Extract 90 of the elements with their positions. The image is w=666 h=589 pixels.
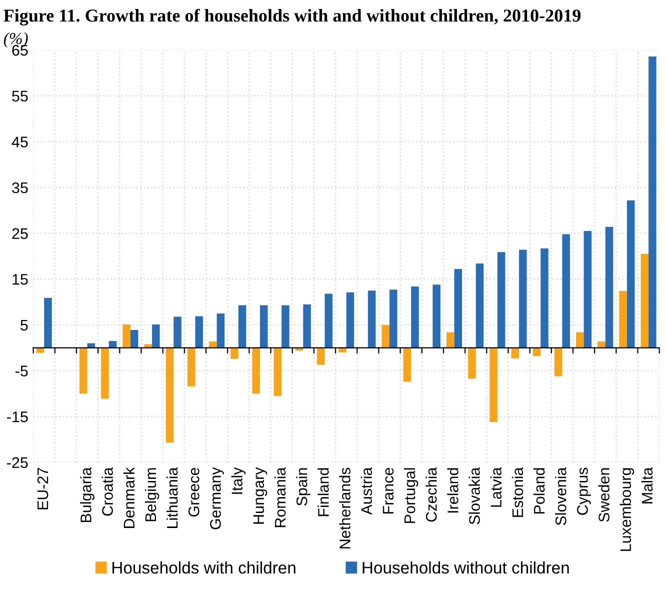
- bar: [389, 290, 398, 348]
- bar: [187, 348, 196, 386]
- x-tick-label: Cyprus: [577, 468, 591, 515]
- y-tick-label: -15: [7, 412, 28, 422]
- bar: [619, 291, 627, 348]
- bar: [260, 305, 268, 348]
- bar: [303, 304, 311, 348]
- bar: [216, 313, 225, 348]
- bar: [382, 324, 390, 348]
- x-tick-label: Malta: [641, 467, 653, 504]
- bar: [282, 305, 290, 348]
- bar: [324, 294, 333, 348]
- x-tick-label: Italy: [231, 467, 246, 494]
- y-tick-label: -5: [16, 366, 28, 376]
- bar: [476, 264, 484, 348]
- bar: [230, 348, 238, 359]
- y-tick-label: 45: [12, 136, 28, 148]
- bar: [130, 330, 138, 348]
- x-tick-label: Germany: [210, 467, 224, 530]
- x-tick-label: Sweden: [598, 468, 610, 522]
- x-tick-label: Estonia: [512, 467, 524, 517]
- x-tick-label: Ireland: [447, 468, 458, 513]
- bar: [368, 290, 376, 348]
- bar: [238, 305, 246, 348]
- y-tick-label: -25: [7, 457, 28, 468]
- bar: [411, 286, 419, 348]
- x-tick-label: Croatia: [102, 467, 113, 516]
- y-tick-label: 35: [12, 182, 28, 194]
- bar: [446, 332, 454, 348]
- bar: [519, 250, 527, 348]
- x-tick-label: Lithuania: [166, 467, 178, 528]
- bar: [562, 234, 570, 348]
- x-tick-label: Spain: [296, 468, 310, 506]
- bar: [101, 348, 109, 399]
- bar: [468, 348, 476, 379]
- bar: [511, 348, 520, 358]
- x-tick-label: Greece: [188, 468, 200, 517]
- x-tick-label: Hungary: [253, 467, 268, 524]
- x-tick-label: Portugal: [404, 468, 418, 523]
- x-tick-label: Netherlands: [339, 468, 350, 548]
- bar: [432, 284, 440, 348]
- bar: [152, 324, 160, 348]
- bar: [648, 56, 656, 348]
- x-tick-label: Latvia: [490, 467, 502, 507]
- x-tick-label: Luxembourg: [620, 468, 634, 551]
- bar: [44, 298, 52, 348]
- bar: [576, 332, 584, 348]
- x-tick-label: Romania: [274, 467, 286, 528]
- bar: [403, 348, 412, 382]
- x-tick-label: Belgium: [144, 468, 160, 522]
- bar: [490, 348, 498, 422]
- x-tick-label: Austria: [360, 467, 372, 515]
- y-tick-label: 5: [20, 320, 28, 331]
- bar: [252, 348, 260, 394]
- bar: [79, 348, 88, 394]
- bar: [640, 254, 649, 348]
- bar: [338, 348, 346, 352]
- bar: [454, 269, 462, 348]
- x-tick-label: Poland: [533, 468, 545, 514]
- bar: [540, 248, 548, 348]
- x-tick-label: Finland: [318, 468, 329, 516]
- x-tick-label: Denmark: [123, 467, 135, 528]
- bar: [274, 348, 282, 396]
- x-tick-label: Bulgaria: [80, 467, 94, 522]
- bar: [584, 231, 592, 348]
- bar: [122, 324, 130, 348]
- bar: [598, 341, 606, 348]
- bar: [605, 226, 614, 348]
- legend-label: Households without children: [362, 561, 569, 574]
- x-tick-label: EU-27: [37, 468, 48, 510]
- bar: [108, 340, 117, 348]
- y-tick-label: 15: [12, 274, 28, 285]
- bar: [209, 341, 217, 348]
- x-tick-label: Czechia: [426, 467, 437, 522]
- x-tick-label: Slovenia: [555, 467, 566, 526]
- bar: [316, 348, 325, 365]
- bar: [195, 316, 203, 348]
- y-tick-label: 55: [12, 90, 28, 102]
- bar: [497, 252, 506, 348]
- y-tick-label: 25: [12, 228, 28, 239]
- x-tick-label: Slovakia: [468, 467, 480, 524]
- bar: [346, 292, 354, 348]
- bar: [166, 348, 174, 443]
- chart-title: Figure 11. Growth rate of households with and without children, 2010-2019: [4, 8, 581, 26]
- x-tick-label: France: [382, 468, 394, 514]
- bar: [174, 316, 182, 348]
- bar: [144, 344, 152, 348]
- legend-label: Households with children: [112, 561, 296, 574]
- bar: [626, 200, 635, 348]
- bar: [554, 348, 562, 376]
